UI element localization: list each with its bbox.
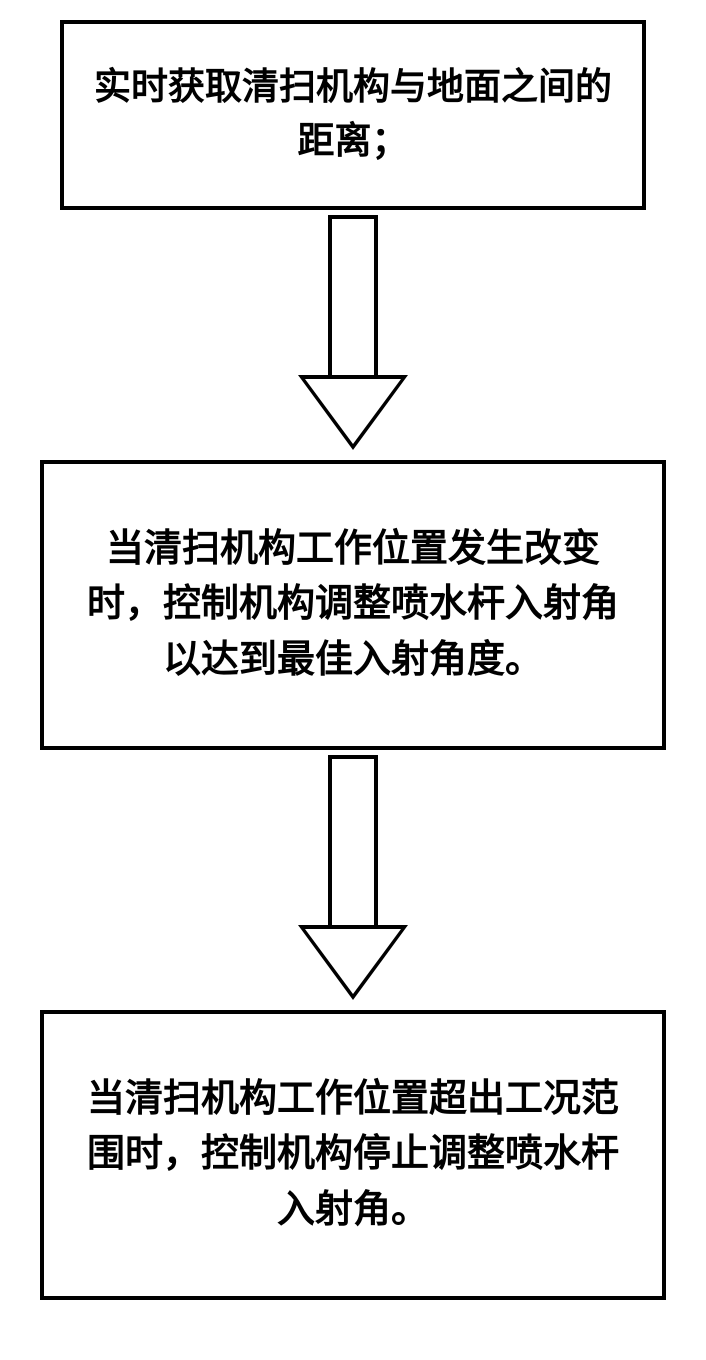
flow-box-2-text: 当清扫机构工作位置发生改变时，控制机构调整喷水杆入射角以达到最佳入射角度。 xyxy=(74,522,632,687)
arrow-2-shaft xyxy=(328,755,378,925)
arrow-1-shaft xyxy=(328,215,378,375)
arrow-2-head xyxy=(298,925,408,1000)
arrow-1 xyxy=(298,215,408,450)
flow-box-2: 当清扫机构工作位置发生改变时，控制机构调整喷水杆入射角以达到最佳入射角度。 xyxy=(40,460,666,750)
flow-box-1: 实时获取清扫机构与地面之间的距离； xyxy=(60,20,646,210)
flow-box-3: 当清扫机构工作位置超出工况范围时，控制机构停止调整喷水杆入射角。 xyxy=(40,1010,666,1300)
arrow-1-head xyxy=(298,375,408,450)
flow-box-3-text: 当清扫机构工作位置超出工况范围时，控制机构停止调整喷水杆入射角。 xyxy=(74,1072,632,1237)
arrow-2 xyxy=(298,755,408,1000)
flow-box-1-text: 实时获取清扫机构与地面之间的距离； xyxy=(94,61,612,168)
